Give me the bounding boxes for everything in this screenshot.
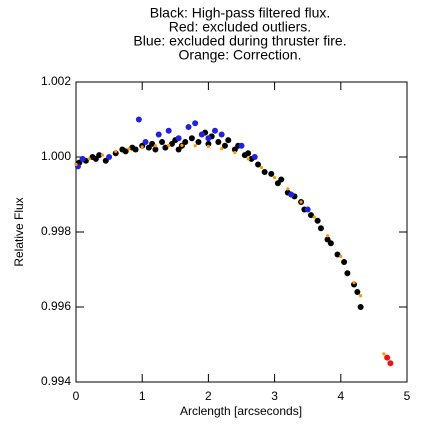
point [153, 144, 158, 148]
x-tick-label: 4 [337, 389, 344, 403]
y-tick-label: 0.996 [41, 299, 71, 313]
point [135, 116, 142, 123]
point [192, 120, 199, 127]
point [127, 147, 131, 151]
point [225, 137, 232, 144]
chart-title: Blue: excluded during thruster fire. [133, 33, 346, 49]
point [341, 259, 348, 265]
point [233, 150, 237, 155]
point [140, 145, 144, 149]
point [198, 131, 205, 138]
point [354, 289, 361, 295]
point [195, 139, 202, 145]
chart-title: Orange: Correction. [179, 47, 302, 63]
point [359, 294, 363, 298]
point [165, 127, 172, 134]
point [339, 254, 343, 258]
point [193, 144, 197, 148]
point [327, 240, 334, 247]
point [79, 155, 86, 162]
point [155, 131, 162, 138]
point [205, 135, 212, 142]
point [325, 234, 330, 238]
x-tick-label: 2 [205, 389, 212, 403]
point [180, 143, 184, 147]
point [286, 187, 290, 191]
point [304, 206, 311, 213]
y-tick-label: 0.998 [41, 224, 71, 238]
point [74, 162, 78, 167]
point [221, 142, 228, 149]
point [175, 135, 182, 142]
point [273, 176, 277, 180]
y-tick-label: 0.994 [41, 374, 71, 388]
point [205, 140, 212, 147]
point [268, 170, 275, 177]
point [206, 144, 210, 149]
x-tick-label: 5 [404, 389, 411, 403]
point [334, 251, 341, 258]
point [357, 304, 364, 310]
point [251, 154, 258, 160]
point [215, 139, 222, 145]
point [384, 354, 391, 361]
x-axis-label: Arclength [arcseconds] [180, 404, 302, 418]
chart-title: Black: High-pass filtered flux. [150, 5, 331, 21]
point [106, 154, 113, 160]
point [382, 352, 386, 356]
point [152, 146, 159, 153]
point [259, 165, 263, 170]
point [261, 169, 268, 175]
point [182, 139, 189, 145]
point [220, 147, 224, 151]
point [314, 217, 321, 224]
point [167, 143, 171, 147]
point [308, 212, 315, 219]
plot-frame [75, 81, 408, 383]
point [212, 127, 219, 134]
point [246, 157, 250, 161]
point [288, 191, 295, 198]
point [278, 176, 285, 183]
point [255, 161, 262, 168]
point [114, 149, 118, 153]
point [238, 142, 245, 149]
point [96, 152, 103, 159]
y-tick-label: 1.002 [41, 74, 71, 88]
point [218, 131, 225, 138]
point [100, 153, 105, 157]
point [299, 200, 303, 204]
point [87, 157, 91, 161]
point [387, 360, 394, 367]
x-tick-label: 0 [73, 389, 80, 403]
point [162, 144, 169, 151]
point [122, 148, 129, 155]
point [142, 139, 149, 145]
point [188, 135, 195, 142]
point [149, 140, 156, 147]
y-axis-label: Relative Flux [12, 197, 26, 266]
x-tick-label: 3 [271, 389, 278, 403]
y-tick-label: 1.000 [41, 149, 71, 163]
point [317, 225, 324, 232]
x-tick-label: 1 [139, 389, 146, 403]
point [352, 281, 356, 285]
chart-title: Red: excluded outliers. [169, 19, 311, 35]
point [344, 270, 351, 277]
point [245, 150, 252, 157]
point [159, 139, 166, 145]
point [312, 215, 316, 219]
point [132, 146, 139, 153]
point [185, 124, 192, 130]
